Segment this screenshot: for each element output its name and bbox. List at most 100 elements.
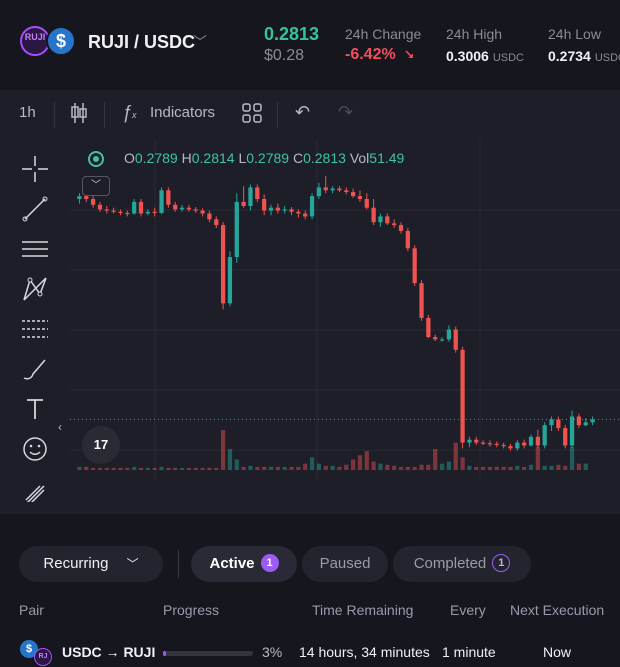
- horizontal-lines-icon[interactable]: [18, 232, 52, 266]
- chevron-down-icon[interactable]: ﹀: [193, 34, 207, 50]
- candle-body: [412, 248, 417, 284]
- stat-value: -6.42%: [345, 46, 396, 63]
- volume-bar: [84, 466, 89, 470]
- column-header-pair: Pair: [19, 602, 44, 618]
- volume-bar: [186, 467, 192, 470]
- layout-grid-icon[interactable]: [242, 103, 262, 127]
- order-filters: Recurring ﹀ Active 1 Paused Completed 1: [0, 540, 620, 588]
- candle-body: [371, 207, 376, 223]
- indicators-button[interactable]: Indicators: [150, 104, 216, 121]
- pattern-icon[interactable]: [18, 272, 52, 306]
- candle-body: [152, 211, 157, 213]
- candle-body: [467, 439, 472, 443]
- candle-body: [255, 187, 260, 199]
- candle-body: [104, 209, 109, 211]
- volume-bar: [179, 467, 185, 470]
- visibility-toggle-icon[interactable]: [88, 151, 104, 167]
- volume-bar: [323, 465, 328, 470]
- volume-bar: [522, 466, 527, 470]
- chevron-left-icon[interactable]: ‹: [58, 420, 62, 434]
- stat-24h-low: 24h Low 0.2734USDC: [548, 26, 620, 64]
- volume-bar: [371, 461, 376, 470]
- table-row[interactable]: $ RJ USDC → RUJI 3% 14 hours, 34 minutes…: [0, 636, 620, 667]
- recurring-dropdown[interactable]: Recurring ﹀: [19, 546, 163, 582]
- volume-bar: [419, 464, 424, 470]
- candle-body: [528, 436, 534, 446]
- volume-bar: [439, 463, 445, 470]
- volume-bar: [350, 459, 356, 470]
- ohlc-l-label: L: [238, 150, 247, 166]
- crosshair-icon[interactable]: [18, 152, 52, 186]
- volume-bar: [262, 466, 267, 470]
- candle-body: [446, 329, 452, 340]
- trend-line-icon[interactable]: [18, 192, 52, 226]
- undo-icon[interactable]: ↶: [295, 102, 311, 122]
- volume-bar: [125, 467, 130, 470]
- stat-label: 24h High: [446, 26, 503, 42]
- candle-body: [453, 329, 458, 350]
- candle-body: [392, 223, 397, 226]
- candle-body: [350, 192, 356, 197]
- candlestick-chart[interactable]: [70, 140, 620, 514]
- volume-bar: [118, 467, 123, 470]
- volume-bar: [200, 467, 205, 470]
- volume-bar: [344, 464, 349, 470]
- arrow-down-right-icon: ↘: [403, 47, 415, 62]
- volume-bar: [515, 465, 520, 470]
- ohlc-open: 0.2789: [134, 150, 178, 166]
- redo-icon[interactable]: ↷: [338, 102, 354, 122]
- column-header-progress: Progress: [163, 602, 220, 618]
- candle-body: [125, 212, 130, 215]
- function-icon[interactable]: ƒx: [122, 102, 137, 122]
- candle-body: [220, 225, 226, 304]
- tab-active[interactable]: Active 1: [191, 546, 297, 582]
- candle-body: [84, 196, 89, 199]
- volume-bar: [583, 463, 588, 470]
- volume-bar: [104, 467, 109, 470]
- candle-body: [494, 443, 499, 445]
- candle-body: [563, 428, 568, 446]
- collapse-legend-button[interactable]: ﹀: [82, 176, 110, 196]
- candle-body: [90, 199, 96, 205]
- progress-bar: [163, 651, 253, 656]
- brush-icon[interactable]: [18, 352, 52, 386]
- pair-selector-label[interactable]: RUJI / USDC: [88, 32, 196, 52]
- ohlc-low: 0.2789: [246, 150, 290, 166]
- volume-bar: [220, 430, 226, 470]
- stat-label: 24h Change: [345, 26, 422, 42]
- candle-body: [227, 257, 233, 304]
- candle-body: [508, 446, 513, 449]
- volume-bar: [378, 463, 383, 470]
- volume-bar: [248, 465, 253, 470]
- candle-body: [344, 190, 349, 193]
- interval-selector[interactable]: 1h: [19, 104, 36, 121]
- active-count-badge: 1: [260, 554, 279, 572]
- tab-completed-label: Completed: [413, 555, 487, 572]
- volume-bar: [330, 465, 335, 470]
- ohlc-c-label: C: [292, 150, 304, 166]
- pair-logos[interactable]: RUJI $: [20, 25, 80, 59]
- candle-body: [186, 207, 192, 210]
- tradingview-logo[interactable]: 17: [82, 426, 120, 464]
- fib-retracement-icon[interactable]: [18, 312, 52, 346]
- candle-body: [474, 439, 479, 443]
- volume-bar: [460, 457, 465, 470]
- volume-bar: [275, 466, 280, 470]
- candles-icon[interactable]: [70, 102, 88, 128]
- volume-bar: [412, 466, 417, 470]
- recurring-label: Recurring: [43, 555, 109, 572]
- tab-paused[interactable]: Paused: [302, 546, 388, 582]
- ruler-icon[interactable]: [18, 478, 52, 502]
- usdc-token-icon: $: [46, 26, 76, 56]
- candle-body: [590, 419, 595, 423]
- emoji-icon[interactable]: [18, 432, 52, 466]
- ohlc-high: 0.2814: [191, 150, 235, 166]
- last-price: 0.2813: [264, 24, 320, 44]
- text-icon[interactable]: [18, 392, 52, 426]
- filter-divider: [178, 550, 179, 578]
- volume-bar: [426, 464, 431, 470]
- row-pair: USDC → RUJI: [62, 644, 156, 660]
- price-chart[interactable]: O0.2789 H0.2814 L0.2789 C0.2813 Vol51.49…: [70, 140, 620, 514]
- volume-bar: [227, 448, 233, 470]
- tab-completed[interactable]: Completed 1: [393, 546, 531, 582]
